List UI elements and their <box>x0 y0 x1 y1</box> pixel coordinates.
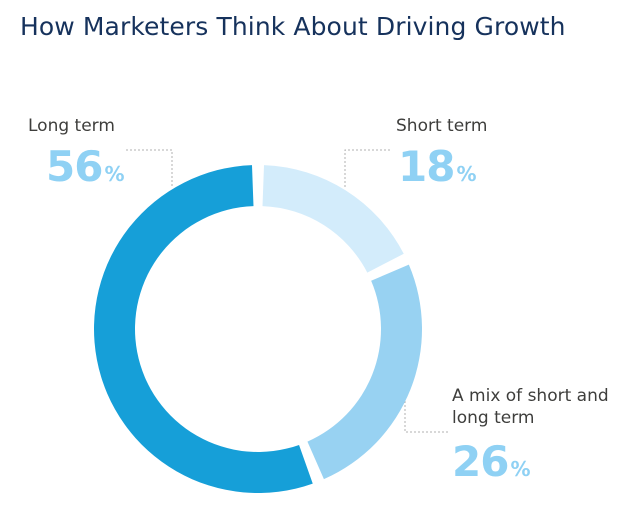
chart-title: How Marketers Think About Driving Growth <box>20 12 566 41</box>
percent-sign: % <box>456 162 477 186</box>
slice-long-term <box>93 165 313 493</box>
value-mix-number: 26 <box>452 437 509 486</box>
percent-sign: % <box>510 457 531 481</box>
value-mix: 26% <box>452 441 531 483</box>
value-long-term-number: 56 <box>46 142 103 191</box>
label-mix: A mix of short and long term <box>452 386 609 428</box>
leader-lines <box>126 149 448 433</box>
value-long-term: 56% <box>46 146 125 188</box>
slice-mix <box>307 264 423 480</box>
percent-sign: % <box>104 162 125 186</box>
slice-short-term <box>262 165 404 273</box>
leader-mix <box>404 398 448 433</box>
label-long-term: Long term <box>28 116 115 136</box>
label-short-term: Short term <box>396 116 488 136</box>
value-short-term-number: 18 <box>398 142 455 191</box>
value-short-term: 18% <box>398 146 477 188</box>
donut-slices <box>93 165 423 493</box>
leader-short-term <box>344 149 390 187</box>
leader-long-term <box>126 149 173 187</box>
